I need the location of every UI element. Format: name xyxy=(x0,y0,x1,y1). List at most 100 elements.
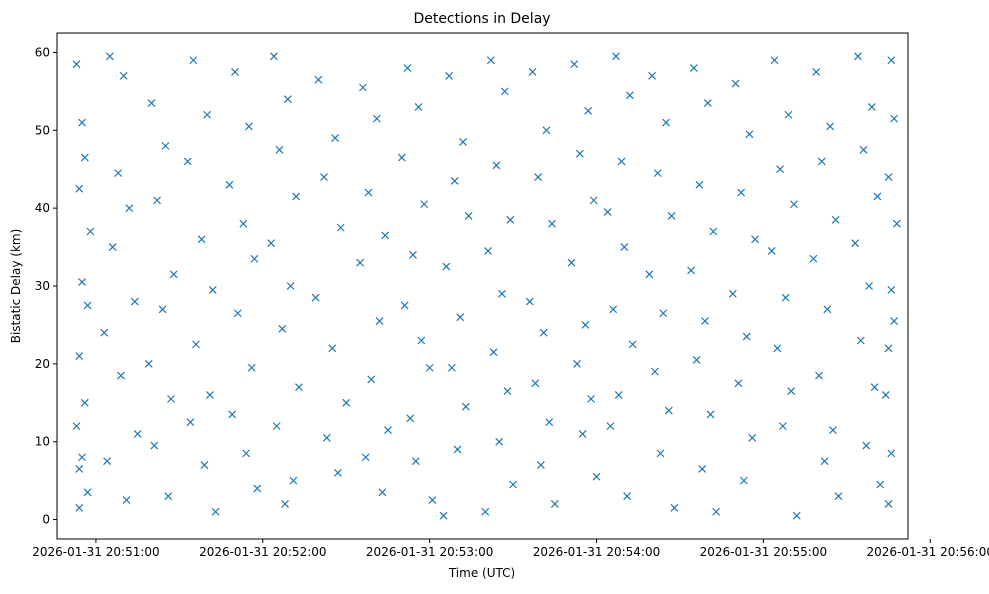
data-point xyxy=(767,247,776,255)
x-tick-label: 2026-01-31 20:51:00 xyxy=(32,545,159,559)
data-point xyxy=(384,426,392,434)
data-point xyxy=(592,472,601,481)
data-point xyxy=(447,363,456,372)
data-point xyxy=(114,169,123,178)
data-point xyxy=(486,56,495,65)
data-point xyxy=(328,344,337,353)
x-tick-label: 2026-01-31 20:52:00 xyxy=(199,545,326,559)
data-point xyxy=(267,239,276,248)
data-point xyxy=(492,161,501,170)
data-point xyxy=(286,282,295,290)
data-point xyxy=(367,375,376,384)
data-point xyxy=(244,122,253,131)
data-point xyxy=(75,352,84,360)
data-point xyxy=(183,157,192,166)
data-point xyxy=(364,188,373,197)
data-point xyxy=(887,285,896,294)
data-point xyxy=(884,500,893,508)
data-point xyxy=(887,449,896,458)
y-tick-label: 40 xyxy=(35,201,50,215)
data-point xyxy=(375,317,384,325)
data-point xyxy=(709,227,718,236)
data-point xyxy=(453,445,462,454)
data-point xyxy=(742,332,751,341)
x-tick-label: 2026-01-31 20:55:00 xyxy=(700,545,827,559)
data-point xyxy=(770,56,779,65)
data-point xyxy=(809,254,818,263)
data-point xyxy=(161,141,170,150)
data-point xyxy=(884,173,893,181)
data-point xyxy=(587,394,595,403)
data-point xyxy=(356,258,365,267)
data-point xyxy=(567,258,576,267)
data-point xyxy=(500,87,509,96)
x-tick-label: 2026-01-31 20:53:00 xyxy=(366,545,493,559)
data-point xyxy=(445,71,454,80)
data-point xyxy=(528,67,537,76)
data-point xyxy=(100,328,109,337)
data-point xyxy=(133,429,142,438)
data-point xyxy=(461,402,470,411)
scatter-points xyxy=(72,52,901,520)
data-point xyxy=(253,484,262,493)
data-point xyxy=(72,60,81,69)
data-point xyxy=(575,149,584,158)
data-point xyxy=(381,231,390,240)
data-point xyxy=(189,56,198,65)
data-point xyxy=(83,301,92,310)
data-point xyxy=(734,379,743,388)
data-point xyxy=(242,449,251,458)
data-point xyxy=(745,130,754,139)
data-point xyxy=(751,235,759,244)
data-point xyxy=(867,103,876,111)
data-point xyxy=(689,64,698,72)
data-point xyxy=(612,52,620,61)
data-point xyxy=(105,52,114,61)
data-point xyxy=(862,441,871,450)
data-point xyxy=(648,71,657,80)
data-point xyxy=(80,153,89,162)
data-point xyxy=(495,437,504,446)
data-point xyxy=(570,60,579,69)
data-point xyxy=(670,503,679,512)
data-point xyxy=(548,219,556,228)
data-point xyxy=(781,293,790,302)
data-point xyxy=(578,429,587,438)
data-point xyxy=(208,285,217,294)
data-point xyxy=(539,328,548,337)
data-point xyxy=(414,103,423,111)
data-point xyxy=(450,176,459,185)
data-point xyxy=(890,114,899,123)
data-point xyxy=(278,324,287,333)
y-axis-label: Bistatic Delay (km) xyxy=(9,229,23,344)
data-point xyxy=(664,406,673,415)
data-point xyxy=(628,340,637,349)
data-point xyxy=(331,134,340,143)
data-point xyxy=(739,476,748,485)
data-point xyxy=(372,114,381,123)
data-point xyxy=(728,289,737,298)
data-point xyxy=(698,465,707,473)
data-point xyxy=(662,118,670,127)
data-point xyxy=(695,180,704,189)
data-point xyxy=(211,507,220,516)
data-point xyxy=(125,204,134,213)
data-point xyxy=(776,165,784,174)
data-point xyxy=(820,457,829,466)
data-point xyxy=(400,301,409,310)
data-point xyxy=(78,453,86,462)
data-point xyxy=(489,348,498,357)
data-point xyxy=(620,243,629,252)
data-point xyxy=(231,67,239,76)
x-axis-label: Time (UTC) xyxy=(448,566,515,580)
data-point xyxy=(892,219,901,228)
data-point xyxy=(790,200,798,209)
data-point xyxy=(623,492,632,501)
data-point xyxy=(164,492,173,501)
data-point xyxy=(817,157,826,166)
data-point xyxy=(192,340,200,349)
data-point xyxy=(609,305,618,314)
data-point xyxy=(456,313,465,322)
data-point xyxy=(203,110,212,119)
